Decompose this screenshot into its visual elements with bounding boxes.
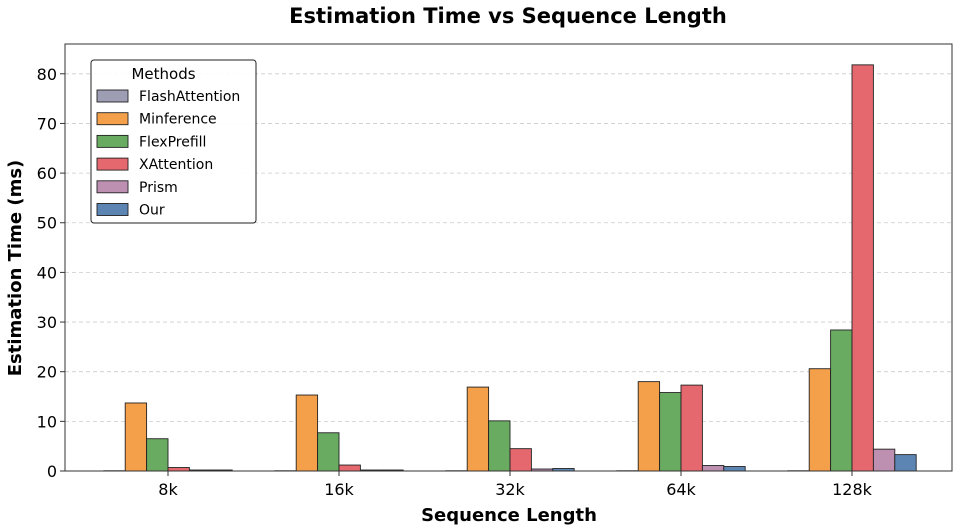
bar-xattention-16k [338, 464, 361, 472]
y-tick-label: 40 [37, 263, 57, 282]
y-tick-label: 80 [37, 65, 57, 84]
y-tick-label: 0 [47, 462, 57, 481]
x-tick-label: 16k [324, 480, 354, 499]
y-axis-ticks: 0 10 20 30 40 50 60 70 80 [37, 65, 65, 481]
bar-our-64k [723, 466, 746, 472]
y-tick-label: 10 [37, 412, 57, 431]
bar-flexprefill-8k [146, 438, 169, 472]
bar-xattention-32k [509, 448, 532, 472]
legend-swatch [96, 112, 129, 126]
bar-minference-16k [295, 394, 319, 472]
legend-swatch [96, 157, 129, 171]
y-tick-label: 30 [37, 313, 57, 332]
x-tick-label: 64k [666, 480, 696, 499]
x-tick-label: 8k [158, 480, 178, 499]
bars [103, 64, 917, 472]
legend-entry-label: FlashAttention [139, 89, 240, 105]
y-tick-label: 60 [37, 164, 57, 183]
x-axis-label: Sequence Length [421, 505, 597, 526]
legend-title: Methods [131, 65, 195, 83]
bar-minference-64k [637, 381, 661, 472]
bar-prism-128k [872, 448, 896, 472]
plot-area-frame [64, 43, 953, 472]
legend-entry-label: FlexPrefill [139, 134, 206, 150]
legend-swatch [96, 134, 129, 148]
chart-title: Estimation Time vs Sequence Length [289, 4, 727, 28]
bar-minference-8k [124, 402, 148, 472]
legend-entry-label: Minference [139, 112, 217, 128]
legend-box [90, 59, 257, 224]
x-tick-label: 128k [832, 480, 873, 499]
bar-flexprefill-128k [830, 329, 853, 472]
x-axis-ticks: 8k 16k 32k 64k 128k [158, 471, 873, 499]
legend-entry-label: Prism [139, 180, 178, 196]
bar-flexprefill-32k [488, 420, 511, 472]
bar-our-128k [894, 454, 917, 472]
bar-minference-128k [808, 368, 832, 472]
bar-minference-32k [466, 386, 490, 472]
bar-xattention-8k [167, 467, 190, 472]
y-tick-label: 20 [37, 363, 57, 382]
legend-swatch [96, 203, 129, 216]
legend: Methods FlashAttention Minference FlexPrefi… [90, 59, 257, 224]
y-tick-label: 70 [37, 114, 57, 133]
y-tick-label: 50 [37, 214, 57, 233]
bar-flexprefill-64k [659, 392, 682, 472]
bar-flexprefill-16k [317, 432, 340, 472]
legend-swatch [96, 89, 129, 103]
x-tick-label: 32k [495, 480, 525, 499]
legend-entry-label: XAttention [139, 157, 213, 173]
legend-swatch [96, 180, 129, 194]
legend-entry-label: Our [139, 203, 165, 219]
bar-prism-64k [701, 465, 725, 472]
bar-xattention-128k [851, 64, 874, 472]
y-axis-label: Estimation Time (ms) [5, 160, 26, 377]
bar-xattention-64k [680, 384, 703, 472]
